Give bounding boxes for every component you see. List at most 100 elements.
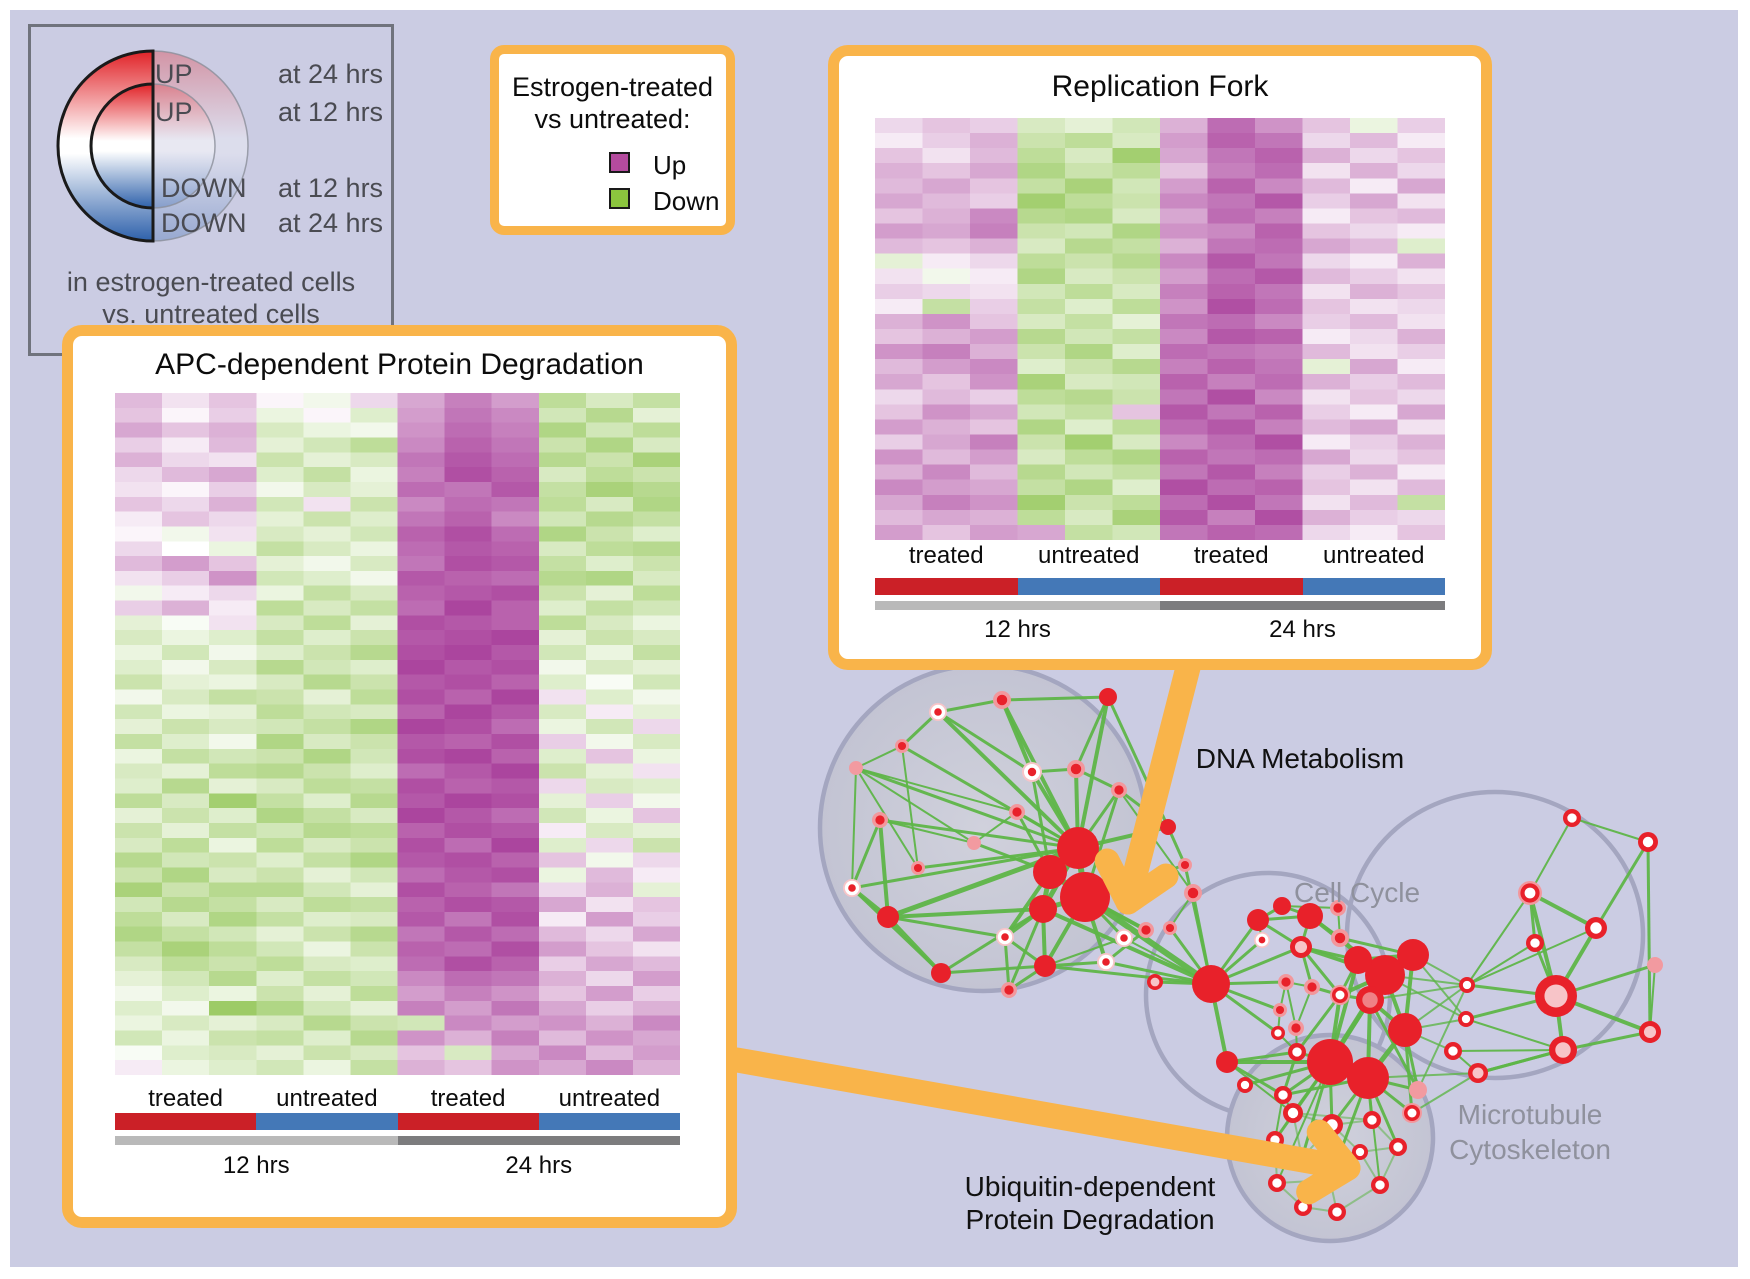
network-node <box>929 703 947 721</box>
heatmap-cell <box>632 452 680 468</box>
heatmap-cell <box>1350 464 1399 481</box>
heatmap-cell <box>209 570 258 587</box>
apc-bar-12hrs <box>115 1136 398 1145</box>
heatmap-cell <box>397 526 446 542</box>
heatmap-cell <box>1065 148 1114 164</box>
network-node <box>1271 1026 1285 1040</box>
network-edge <box>1529 817 1573 894</box>
heatmap-cell <box>875 389 924 405</box>
heatmap-cell <box>1397 509 1445 526</box>
heatmap-cell <box>1017 389 1067 405</box>
heatmap-cell <box>1112 479 1162 496</box>
heatmap-cell <box>585 704 635 720</box>
network-edge <box>1571 817 1649 843</box>
network-node <box>1060 872 1110 922</box>
heatmap-cell <box>1160 268 1209 285</box>
heatmap-cell <box>875 223 924 240</box>
heatmap-cell <box>162 971 211 987</box>
heatmap-cell <box>1065 464 1114 481</box>
heatmap-cell <box>585 793 635 809</box>
heatmap-cell <box>444 585 494 602</box>
heatmap-cell <box>1112 133 1162 149</box>
heatmap-cell <box>1255 253 1304 270</box>
heatmap-cell <box>444 437 494 453</box>
heatmap-cell <box>1207 509 1257 526</box>
heatmap-cell <box>538 496 588 513</box>
network-edge <box>850 819 882 889</box>
heatmap-cell <box>303 422 352 438</box>
rf-group-treated-24: treated <box>1193 542 1269 569</box>
heatmap-cell <box>162 1000 211 1017</box>
heatmap-cell <box>1255 148 1304 164</box>
heatmap-cell <box>1255 178 1304 194</box>
heatmap-cell <box>209 971 258 987</box>
heatmap-cell <box>397 704 446 720</box>
heatmap-cell <box>1397 133 1445 149</box>
heatmap-cell <box>1207 193 1257 209</box>
heatmap-cell <box>632 748 680 765</box>
heatmap-cell <box>1112 374 1162 390</box>
heatmap-cell <box>256 926 305 943</box>
heatmap-cell <box>1207 298 1257 315</box>
heatmap-cell <box>1350 118 1399 134</box>
heatmap-cell <box>444 1030 494 1046</box>
network-edge <box>940 907 1044 975</box>
heatmap-cell <box>350 511 399 527</box>
heatmap-cell <box>491 1015 541 1031</box>
network-node <box>1459 977 1475 993</box>
heatmap-cell <box>970 359 1019 375</box>
heatmap-cell <box>922 268 972 285</box>
heatmap-cell <box>491 1060 541 1075</box>
heatmap-cell <box>397 467 446 483</box>
heatmap-cell <box>491 882 541 898</box>
heatmap-cell <box>1065 434 1114 451</box>
heatmap-cell <box>1160 238 1209 255</box>
network-node <box>1034 955 1056 977</box>
network-edge <box>937 698 1003 714</box>
heatmap-cell <box>209 674 258 690</box>
heatmap-cell <box>1160 509 1209 526</box>
heatmap-cell <box>1017 163 1067 179</box>
apc-label-24hrs: 24 hrs <box>505 1152 573 1179</box>
heatmap-cell <box>397 570 446 587</box>
heatmap-cell <box>397 541 446 557</box>
heatmap-cell <box>162 393 211 409</box>
heatmap-cell <box>1302 509 1352 526</box>
heatmap-cell <box>162 822 211 839</box>
heatmap-cell <box>922 118 972 134</box>
flow-arrow <box>724 1047 1361 1205</box>
network-node <box>895 739 909 753</box>
heatmap-cell <box>922 298 972 315</box>
heatmap-cell <box>444 393 494 409</box>
heatmap-cell <box>922 494 972 511</box>
network-edge <box>851 767 857 889</box>
network-edge <box>1044 964 1212 986</box>
heatmap-cell <box>491 570 541 587</box>
heatmap-cell <box>397 793 446 809</box>
heatmap-cell <box>444 1000 494 1017</box>
network-node <box>872 812 888 828</box>
heatmap-cell <box>1302 313 1352 330</box>
heatmap-cell <box>115 496 164 513</box>
heatmap-cell <box>585 763 635 779</box>
heatmap-cell <box>538 837 588 854</box>
apc-bar-untreated-24 <box>538 1113 680 1130</box>
heatmap-cell <box>1255 163 1304 179</box>
heatmap-cell <box>970 133 1019 149</box>
heatmap-cell <box>303 852 352 868</box>
heatmap-cell <box>538 941 588 957</box>
heatmap-cell <box>585 837 635 854</box>
heatmap-cell <box>303 437 352 453</box>
network-edge <box>887 907 1044 919</box>
heatmap-cell <box>491 407 541 424</box>
heatmap-cell <box>585 882 635 898</box>
heatmap-cell <box>1255 118 1304 134</box>
heatmap-cell <box>115 704 164 720</box>
network-node <box>1363 1111 1381 1129</box>
heatmap-cell <box>303 585 352 602</box>
rf-time-bar <box>875 601 1445 610</box>
network-node <box>1192 965 1230 1003</box>
network-node <box>1288 1043 1306 1061</box>
heatmap-cell <box>1397 208 1445 224</box>
heatmap-cell <box>538 585 588 602</box>
